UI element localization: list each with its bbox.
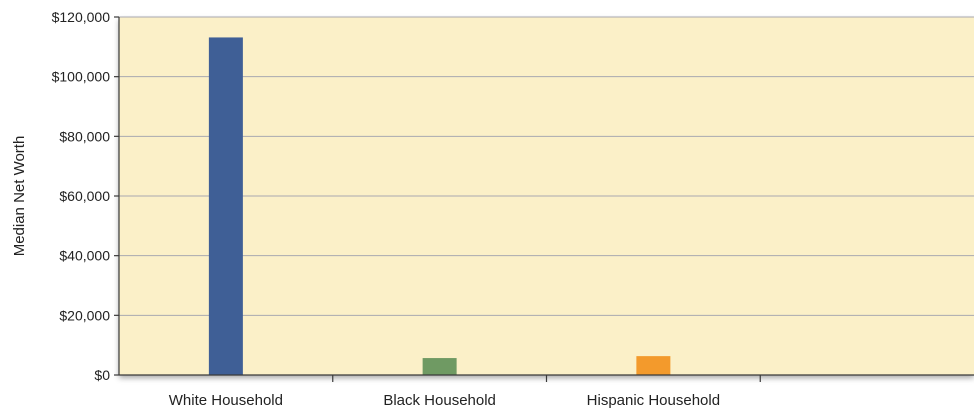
y-axis-ticks: $0 $20,000 $40,000 $60,000 $80,000 $100,000 $1… [52,9,119,383]
x-axis-ticks: White Household Black Household Hispanic H… [169,375,761,409]
y-tick-label: $60,000 [59,188,110,204]
y-tick-label: $40,000 [59,248,110,264]
bar [208,37,243,376]
y-tick-label: $80,000 [59,128,110,144]
bars [208,37,671,376]
y-tick-label: $100,000 [52,69,111,85]
x-tick-label: Black Household [383,392,496,409]
x-tick-label: White Household [169,392,283,409]
y-tick-label: $20,000 [59,307,110,323]
y-tick-label: $0 [94,367,110,383]
x-tick-label: Hispanic Household [587,392,720,409]
bar [422,358,457,375]
y-axis-title: Median Net Worth [11,136,28,257]
bar [636,356,671,375]
y-tick-label: $120,000 [52,9,111,25]
gridlines [119,16,974,316]
